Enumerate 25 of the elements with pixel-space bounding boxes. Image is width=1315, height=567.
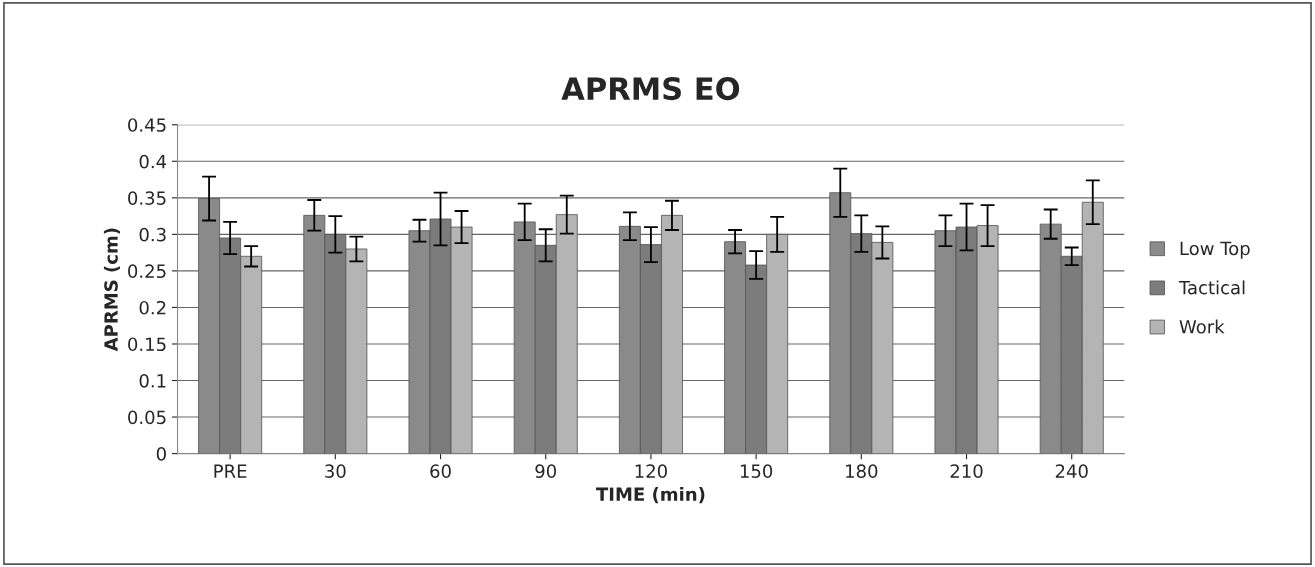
- y-axis-title: APRMS (cm): [103, 228, 120, 352]
- y-tick-label: 0.15: [128, 337, 166, 352]
- legend-label: Low Top: [1180, 241, 1250, 259]
- legend-label: Tactical: [1178, 280, 1245, 295]
- chart-title: APRMS EO: [561, 77, 740, 101]
- x-tick-label: 90: [535, 464, 557, 478]
- y-tick-label: 0.35: [128, 191, 166, 205]
- x-tick-label: 150: [740, 464, 773, 478]
- x-axis-title: TIME (min): [596, 487, 705, 504]
- y-tick-label: 0.3: [139, 227, 166, 242]
- y-tick-label: 0.25: [128, 264, 166, 279]
- x-tick-label: 30: [325, 464, 346, 478]
- y-tick-label: 0: [156, 447, 166, 461]
- y-tick-label: 0.2: [139, 300, 166, 315]
- x-tick-label: 180: [846, 464, 878, 478]
- x-tick-label: 60: [430, 464, 451, 478]
- y-tick-label: 0.45: [128, 118, 166, 132]
- x-tick-label: 210: [950, 464, 983, 478]
- x-tick-label: 120: [635, 464, 667, 478]
- x-tick-label: PRE: [214, 464, 247, 478]
- x-tick-label: 240: [1055, 464, 1088, 478]
- legend-label: Work: [1179, 319, 1225, 334]
- y-tick-label: 0.1: [139, 373, 166, 388]
- y-tick-label: 0.05: [128, 410, 166, 425]
- y-tick-label: 0.4: [139, 154, 167, 169]
